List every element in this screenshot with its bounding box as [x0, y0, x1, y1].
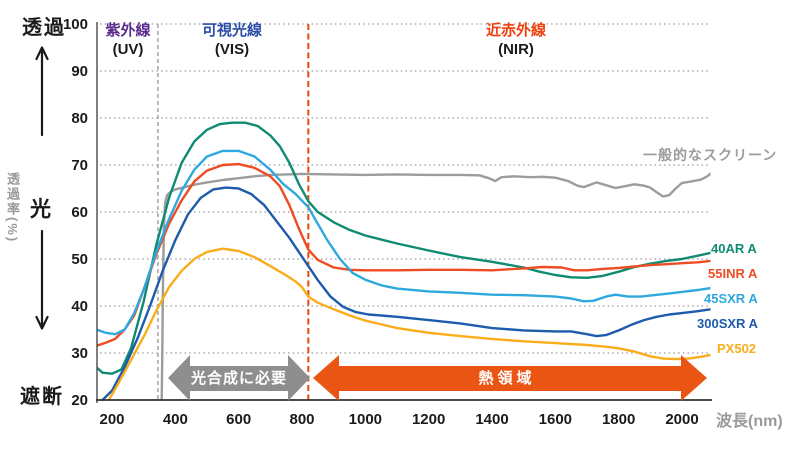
transmit-up-arrow	[35, 46, 49, 137]
y-tick-50: 50	[71, 251, 88, 268]
uv-region-abbr: (UV)	[112, 40, 144, 58]
x-tick-1200: 1200	[412, 411, 445, 428]
legend-300sxr-a: 300SXR A	[697, 316, 758, 331]
block-label: 遮断	[20, 386, 64, 408]
x-tick-1000: 1000	[349, 411, 382, 428]
uv-region-name: 紫外線	[105, 22, 151, 39]
x-tick-1800: 1800	[602, 411, 635, 428]
y-axis-title: 透過率(%)	[5, 172, 20, 244]
curve-55INR A	[97, 162, 711, 347]
y-tick-90: 90	[71, 63, 88, 80]
y-tick-80: 80	[71, 110, 88, 127]
y-tick-30: 30	[71, 345, 88, 362]
region-boundary-lines	[157, 24, 310, 400]
y-tick-60: 60	[71, 204, 88, 221]
x-tick-2000: 2000	[665, 411, 698, 428]
legend-45sxr-a: 45SXR A	[704, 291, 758, 306]
transmit-label: 透過	[22, 17, 66, 39]
legend-40ar-a: 40AR A	[711, 241, 757, 256]
nir-region-abbr: (NIR)	[498, 40, 534, 58]
x-axis-title: 波長(nm)	[716, 413, 783, 430]
vis-region-abbr: (VIS)	[214, 40, 250, 58]
y-tick-40: 40	[71, 298, 88, 315]
gridlines	[100, 23, 710, 401]
photosynthesis-range-arrow	[168, 355, 310, 401]
nir-region-name: 近赤外線	[485, 22, 547, 39]
x-tick-600: 600	[226, 411, 251, 428]
x-tick-1600: 1600	[539, 411, 572, 428]
data-curves	[97, 121, 711, 401]
x-tick-800: 800	[289, 411, 314, 428]
nir-region-label: 近赤外線 (NIR)	[486, 22, 546, 60]
legend-screen: 一般的なスクリーン	[643, 147, 778, 163]
y-tick-70: 70	[71, 157, 88, 174]
vis-region-name: 可視光線	[201, 22, 263, 39]
y-tick-20: 20	[71, 392, 88, 409]
block-down-arrow	[35, 229, 49, 330]
curve-300SXR A	[101, 186, 711, 401]
uv-region-label: 紫外線 (UV)	[105, 22, 150, 60]
heat-arrow-label: 熱領域	[478, 369, 535, 387]
axis-tick-labels: 100 90 80 70 60 50 40 30 20 200 400 600 800 1000 1200 1…	[63, 16, 699, 428]
curve-45SXR A	[97, 149, 711, 336]
curve-40AR A	[97, 121, 711, 375]
heat-range-arrow	[313, 355, 707, 401]
curve-PX502	[107, 247, 711, 401]
photosynthesis-arrow-label: 光合成に必要	[190, 369, 287, 387]
light-label: 光	[30, 198, 52, 221]
legend-px502: PX502	[717, 341, 757, 356]
y-tick-100: 100	[63, 16, 88, 33]
curve-一般的なスクリーン	[160, 172, 711, 401]
x-tick-200: 200	[99, 411, 124, 428]
x-tick-1400: 1400	[475, 411, 508, 428]
vis-region-label: 可視光線 (VIS)	[202, 22, 262, 60]
legend-55inr-a: 55INR A	[708, 266, 758, 281]
x-tick-400: 400	[163, 411, 188, 428]
